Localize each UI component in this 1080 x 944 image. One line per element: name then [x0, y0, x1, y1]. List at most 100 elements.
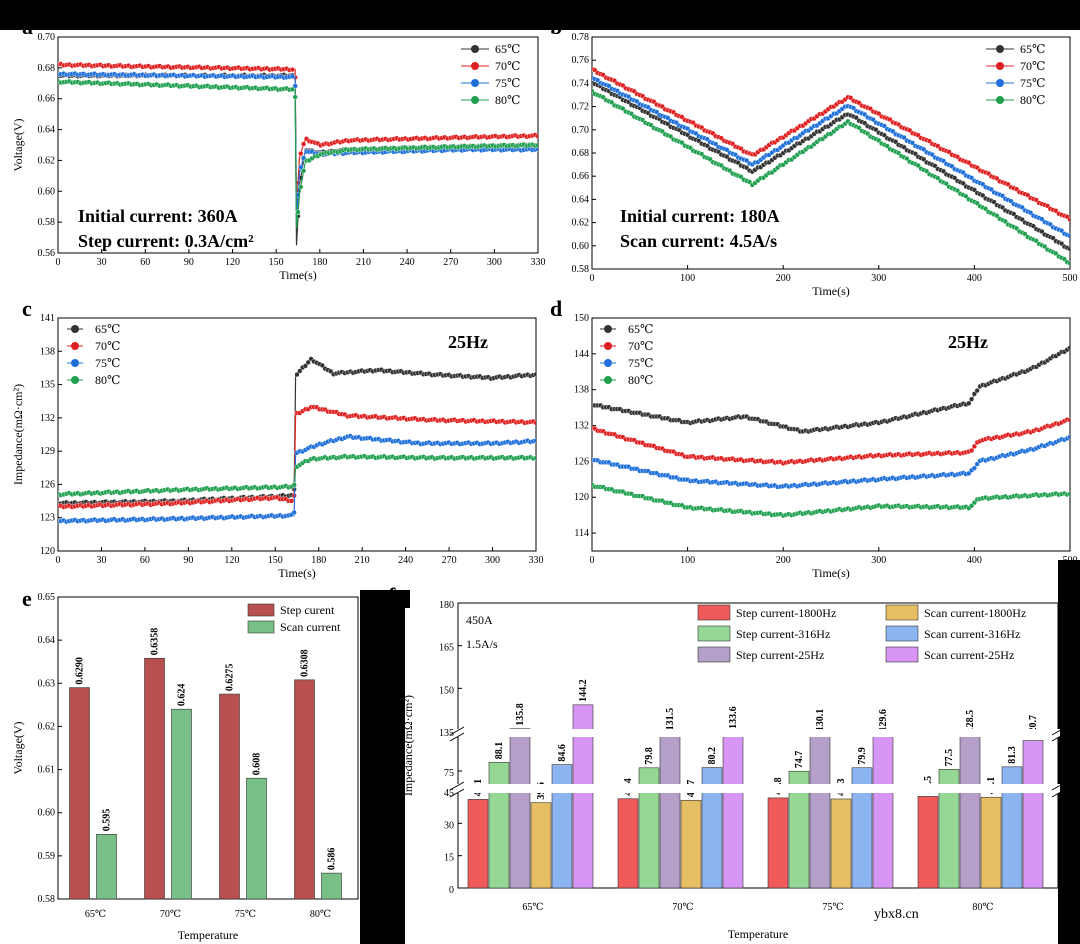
data-point — [294, 371, 300, 378]
legend-label: 65℃ — [1020, 42, 1045, 56]
y-axis-label: Voltage(V) — [11, 118, 25, 171]
y-tick-label: 0.64 — [572, 194, 590, 205]
data-point — [291, 482, 297, 488]
x-tick-label: 270 — [442, 555, 457, 566]
panel-c: c 0 30 60 90 120 150 180 210 240 270 300 330 120 123 12… — [11, 296, 544, 580]
legend-label: Scan current-1800Hz — [924, 606, 1026, 620]
x-tick-label: 210 — [355, 555, 370, 566]
panel-d: d 0 100 200 300 400 500 114 120 126 132 138 144 150 Ti… — [550, 296, 1078, 580]
legend-label: 70℃ — [495, 59, 520, 73]
axis-break-mark — [449, 732, 465, 742]
legend-marker — [471, 96, 479, 104]
x-tick-label: 300 — [485, 555, 500, 566]
bar-value-label: 128.5 — [965, 710, 976, 733]
series-1 — [592, 66, 1070, 223]
legend-label: 80℃ — [95, 373, 120, 387]
axis-break-mark — [449, 788, 465, 798]
bar-value-label: 79.8 — [644, 747, 655, 765]
panel-f: f 0 15 30 45 75 135 150 165 180 Impedance(mΩ·cm²) T… — [388, 583, 1067, 941]
series-line — [592, 436, 1070, 488]
legend-swatch — [247, 620, 275, 634]
legend-marker — [71, 359, 79, 367]
top-black-band — [0, 0, 1080, 30]
legend-label: Step curent — [280, 603, 335, 617]
legend-label: Step current-1800Hz — [736, 606, 836, 620]
y-tick-label: 0.64 — [38, 125, 56, 136]
data-point — [968, 447, 975, 454]
bar — [530, 802, 552, 889]
annotation: 1.5A/s — [466, 637, 498, 651]
data-point — [935, 175, 941, 181]
x-tick-label: 300 — [871, 555, 886, 566]
x-tick-label: 150 — [269, 257, 284, 268]
bar-value-label: 133.6 — [728, 706, 739, 729]
y-tick-label: 0.63 — [38, 678, 56, 689]
data-point — [297, 368, 303, 374]
x-tick-label: 330 — [531, 257, 546, 268]
panel-e: e 0.58 0.59 0.60 0.61 0.62 0.63 0.64 0.65 Voltage… — [11, 586, 359, 942]
bar — [938, 769, 960, 889]
x-tick-label: 90 — [184, 257, 194, 268]
data-point — [533, 438, 536, 444]
y-tick-label: 0.58 — [38, 217, 56, 228]
x-tick-label: 500 — [1063, 555, 1078, 566]
legend-label: 75℃ — [95, 356, 120, 370]
bar-value-label: 130.1 — [815, 709, 826, 732]
bar — [96, 833, 117, 900]
y-tick-label: 123 — [40, 513, 55, 524]
y-tick-label: 0.66 — [572, 171, 590, 182]
legend-label: 75℃ — [1020, 76, 1045, 90]
x-tick-label: 400 — [967, 555, 982, 566]
y-tick-label: 138 — [574, 385, 589, 396]
plot-frame — [57, 596, 359, 900]
x-tick-label: 330 — [529, 555, 544, 566]
bar-value-label: 0.6308 — [300, 649, 311, 677]
y-tick-label: 15 — [444, 853, 454, 864]
axis-break-mark — [1051, 732, 1067, 742]
data-point — [533, 455, 536, 461]
y-tick-label: 0.64 — [38, 635, 56, 646]
annotation: Scan current: 4.5A/s — [620, 231, 777, 251]
bar — [980, 796, 1002, 889]
bar — [788, 770, 810, 889]
annotation: Initial current: 360A — [78, 206, 238, 226]
x-tick-label: 30 — [96, 555, 106, 566]
series-0 — [58, 356, 536, 507]
data-point — [289, 66, 296, 73]
bar — [488, 761, 510, 889]
data-point — [533, 371, 536, 377]
y-tick-label: 75 — [444, 768, 454, 779]
y-tick-label: 0.60 — [38, 186, 56, 197]
legend-label: Scan current-316Hz — [924, 627, 1020, 641]
bar-value-label: 80.2 — [707, 747, 718, 765]
panel-label: c — [22, 296, 32, 321]
panel-b: b 0 100 200 300 400 500 0.58 0.60 0.62 0.64 0.66 0.6… — [550, 14, 1078, 298]
data-point — [968, 396, 975, 402]
series-0 — [592, 345, 1070, 435]
bar-value-label: 81.3 — [1007, 746, 1018, 764]
y-tick-label: 0.58 — [572, 264, 590, 275]
bar — [144, 657, 165, 900]
panel-label: f — [388, 583, 396, 608]
x-tick-label: 0 — [590, 555, 595, 566]
bar — [767, 797, 789, 889]
bar-value-label: 129.6 — [878, 709, 889, 732]
data-point — [298, 184, 304, 190]
series-0 — [592, 80, 1070, 252]
bar — [551, 764, 573, 889]
data-point — [292, 83, 298, 89]
series-1 — [592, 417, 1070, 467]
axis-break-mark — [1051, 781, 1067, 791]
data-point — [982, 206, 989, 212]
bar — [572, 704, 594, 889]
bar — [321, 872, 342, 900]
bar — [680, 799, 702, 889]
data-point — [295, 209, 301, 215]
x-tick-label: 200 — [776, 555, 791, 566]
y-tick-label: 135 — [40, 380, 55, 391]
legend-swatch — [697, 604, 731, 621]
bar — [659, 733, 681, 889]
legend-marker — [604, 325, 612, 333]
x-tick-label: 75℃ — [235, 909, 256, 920]
y-tick-label: 0.60 — [572, 241, 590, 252]
